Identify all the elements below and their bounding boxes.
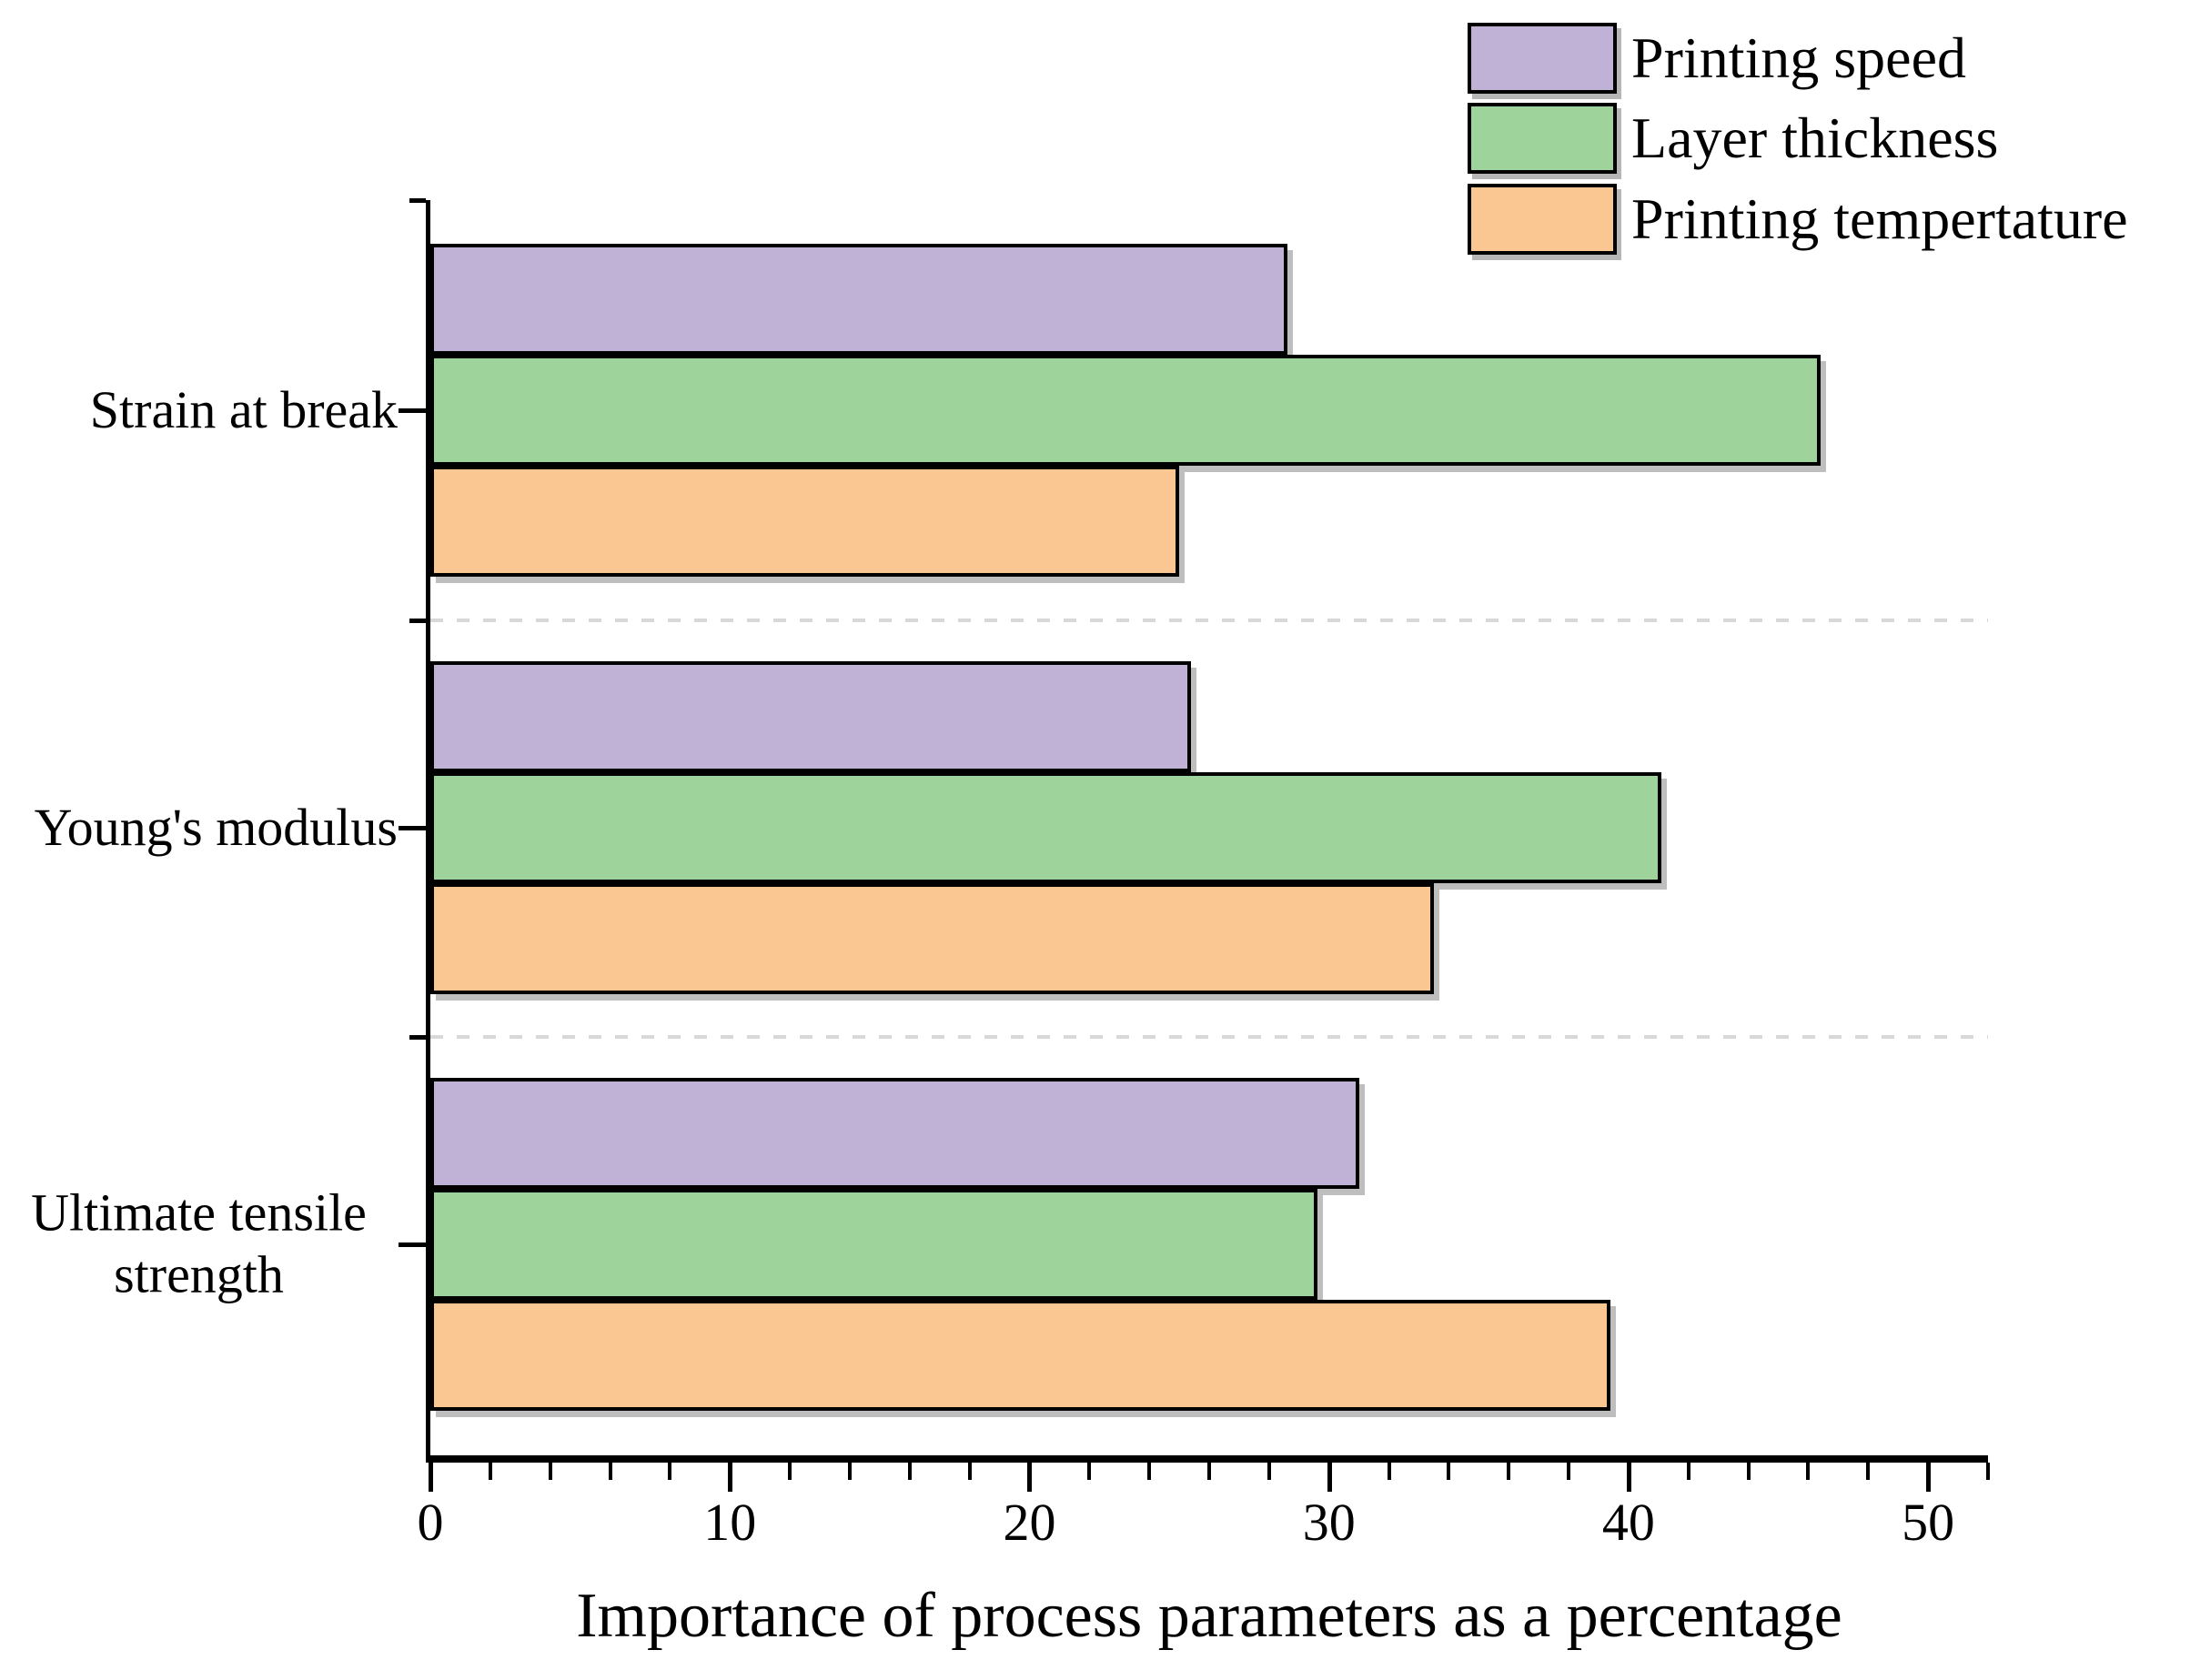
x-axis-minor-tick: [1806, 1463, 1811, 1480]
category-label-strain-at-break: Strain at break: [89, 379, 398, 439]
bar-ultimate-tensile-strength-layer-thickness: [430, 1189, 1317, 1300]
legend-label-layer-thickness: Layer thickness: [1631, 106, 1999, 170]
bar-young-s-modulus-printing-speed: [430, 661, 1192, 772]
y-axis-minor-tick: [409, 198, 426, 203]
x-axis-tick-label: 10: [703, 1493, 757, 1552]
x-axis-minor-tick: [1686, 1463, 1690, 1480]
x-axis-minor-tick: [847, 1463, 852, 1480]
x-axis-minor-tick: [967, 1463, 972, 1480]
legend-item-printing-speed: Printing speed: [1468, 23, 1966, 94]
y-axis-major-tick: [399, 826, 426, 830]
x-axis-major-tick: [1626, 1463, 1631, 1492]
x-axis-minor-tick: [1207, 1463, 1211, 1480]
legend-swatch-printing-speed: [1468, 23, 1617, 94]
bar-strain-at-break-printing-tempertature: [430, 466, 1180, 577]
x-axis-minor-tick: [1986, 1463, 1990, 1480]
bar-strain-at-break-layer-thickness: [430, 355, 1821, 466]
x-axis-minor-tick: [907, 1463, 912, 1480]
legend-swatch-layer-thickness: [1468, 103, 1617, 174]
x-axis-tick-label: 20: [1003, 1493, 1056, 1552]
x-axis-minor-tick: [1147, 1463, 1152, 1480]
x-axis-title: Importance of process parameters as a pe…: [576, 1581, 1842, 1651]
x-axis-minor-tick: [608, 1463, 612, 1480]
x-axis-minor-tick: [1267, 1463, 1271, 1480]
x-axis-minor-tick: [788, 1463, 792, 1480]
group-separator-line: [430, 1035, 1988, 1039]
y-axis-minor-tick: [409, 1035, 426, 1040]
bar-ultimate-tensile-strength-printing-tempertature: [430, 1300, 1611, 1411]
x-axis-tick-label: 30: [1302, 1493, 1356, 1552]
legend-item-printing-tempertature: Printing tempertature: [1468, 184, 2128, 255]
x-axis-major-tick: [1027, 1463, 1033, 1492]
legend-item-layer-thickness: Layer thickness: [1468, 103, 1998, 174]
x-axis-minor-tick: [1746, 1463, 1751, 1480]
x-axis-minor-tick: [668, 1463, 672, 1480]
bar-strain-at-break-printing-speed: [430, 244, 1287, 355]
bar-young-s-modulus-printing-tempertature: [430, 883, 1434, 994]
x-axis-tick-label: 0: [417, 1493, 444, 1552]
category-label-ultimate-tensile-strength: Ultimate tensile strength: [31, 1182, 367, 1304]
x-axis-minor-tick: [548, 1463, 552, 1480]
x-axis-minor-tick: [1866, 1463, 1871, 1480]
x-axis-minor-tick: [1087, 1463, 1092, 1480]
x-axis-minor-tick: [488, 1463, 492, 1480]
legend-swatch-printing-tempertature: [1468, 184, 1617, 255]
x-axis-minor-tick: [1387, 1463, 1391, 1480]
x-axis-minor-tick: [1507, 1463, 1511, 1480]
y-axis-major-tick: [399, 1242, 426, 1247]
y-axis-major-tick: [399, 408, 426, 413]
legend-label-printing-tempertature: Printing tempertature: [1631, 186, 2128, 251]
group-separator-line: [430, 619, 1988, 622]
x-axis-major-tick: [1926, 1463, 1932, 1492]
plot-area: [426, 200, 1988, 1463]
y-axis-minor-tick: [409, 619, 426, 623]
x-axis-major-tick: [429, 1463, 433, 1492]
x-axis-tick-label: 50: [1902, 1493, 1955, 1552]
x-axis-tick-label: 40: [1601, 1493, 1655, 1552]
legend-label-printing-speed: Printing speed: [1631, 25, 1966, 90]
x-axis-major-tick: [728, 1463, 733, 1492]
bar-ultimate-tensile-strength-printing-speed: [430, 1078, 1359, 1189]
x-axis-major-tick: [1327, 1463, 1332, 1492]
bar-young-s-modulus-layer-thickness: [430, 772, 1662, 883]
x-axis-minor-tick: [1447, 1463, 1451, 1480]
category-label-young-s-modulus: Young's modulus: [34, 797, 398, 857]
x-axis-minor-tick: [1567, 1463, 1571, 1480]
